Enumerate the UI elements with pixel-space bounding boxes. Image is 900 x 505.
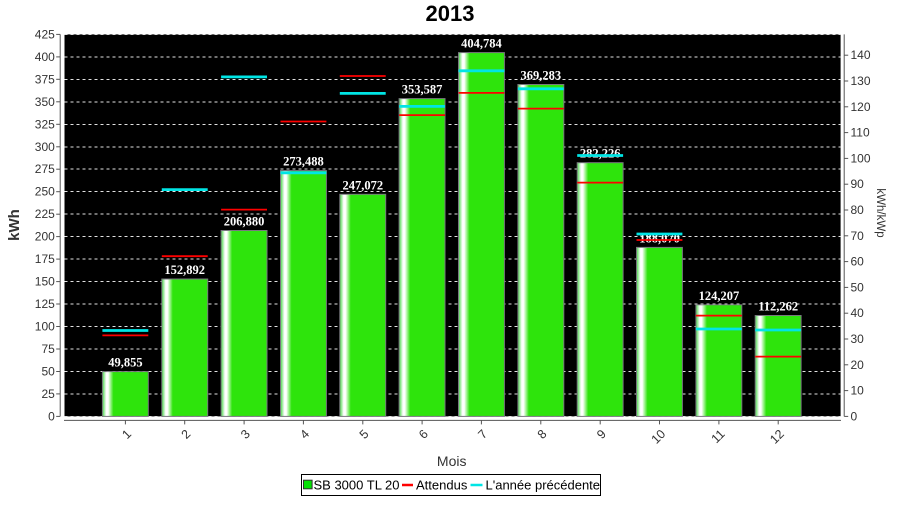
svg-text:20: 20 [851,358,865,372]
svg-text:90: 90 [851,177,865,191]
svg-text:0: 0 [851,409,858,423]
svg-text:273,488: 273,488 [283,155,324,169]
svg-text:30: 30 [851,332,865,346]
svg-text:Mois: Mois [437,453,467,469]
svg-text:404,784: 404,784 [461,37,502,51]
svg-text:70: 70 [851,229,865,243]
svg-text:130: 130 [851,74,871,88]
svg-text:SB 3000 TL 20: SB 3000 TL 20 [314,478,400,493]
svg-text:369,283: 369,283 [520,69,561,83]
svg-text:225: 225 [35,207,55,221]
svg-text:400: 400 [35,50,55,64]
svg-text:120: 120 [851,100,871,114]
svg-text:50: 50 [851,280,865,294]
svg-text:200: 200 [35,230,55,244]
svg-text:353,587: 353,587 [402,83,443,97]
svg-text:325: 325 [35,117,55,131]
svg-text:150: 150 [35,275,55,289]
svg-text:25: 25 [41,387,55,401]
svg-text:282,226: 282,226 [580,147,621,161]
svg-text:Attendus: Attendus [416,478,468,493]
svg-text:10: 10 [851,384,865,398]
svg-text:100: 100 [35,320,55,334]
svg-text:112,262: 112,262 [758,300,798,314]
svg-text:250: 250 [35,185,55,199]
svg-text:0: 0 [48,409,55,423]
svg-text:125: 125 [35,297,55,311]
svg-text:L'année précédente: L'année précédente [486,478,601,493]
svg-text:140: 140 [851,48,871,62]
svg-text:kWh/kWp: kWh/kWp [874,188,886,237]
svg-text:40: 40 [851,306,865,320]
svg-text:206,880: 206,880 [224,215,265,229]
svg-text:425: 425 [35,27,55,41]
svg-text:50: 50 [41,365,55,379]
svg-text:kWh: kWh [6,209,23,241]
svg-text:49,855: 49,855 [108,356,142,370]
svg-text:110: 110 [851,126,870,140]
svg-text:60: 60 [851,255,865,269]
svg-text:2013: 2013 [426,1,475,26]
svg-text:275: 275 [35,162,55,176]
svg-text:80: 80 [851,203,865,217]
svg-text:175: 175 [35,252,55,266]
svg-text:75: 75 [41,342,55,356]
svg-text:100: 100 [851,151,871,165]
svg-text:152,892: 152,892 [164,263,205,277]
svg-text:350: 350 [35,95,55,109]
svg-text:124,207: 124,207 [699,289,740,303]
svg-text:300: 300 [35,140,55,154]
svg-text:375: 375 [35,72,55,86]
svg-text:247,072: 247,072 [342,178,383,192]
